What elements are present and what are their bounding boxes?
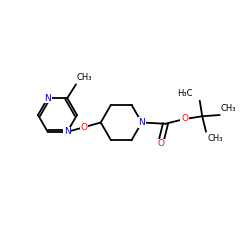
Text: H₃C: H₃C <box>177 89 193 98</box>
Text: CH₃: CH₃ <box>76 73 92 82</box>
Text: CH₃: CH₃ <box>220 104 236 113</box>
Text: O: O <box>181 114 188 123</box>
Text: CH₃: CH₃ <box>207 134 223 143</box>
Text: N: N <box>44 94 51 102</box>
Text: N: N <box>64 128 71 136</box>
Text: O: O <box>80 123 87 132</box>
Text: N: N <box>138 118 145 127</box>
Text: O: O <box>158 139 164 148</box>
